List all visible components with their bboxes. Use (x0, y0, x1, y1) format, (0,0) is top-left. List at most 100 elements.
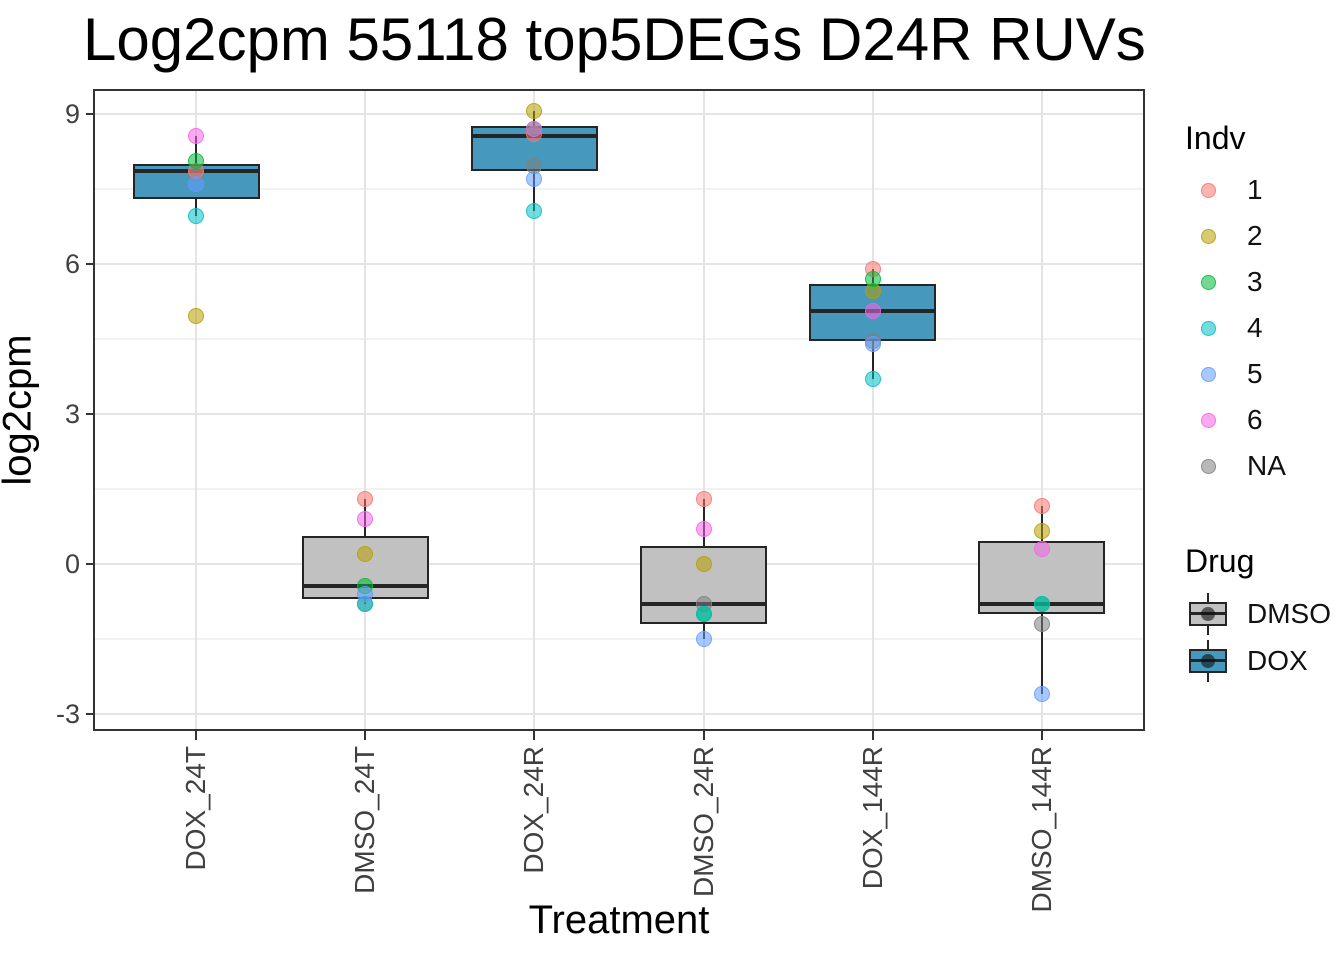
legend-item-label: DMSO (1247, 597, 1331, 629)
y-tick-mark (86, 412, 95, 415)
y-tick-mark (86, 262, 95, 265)
data-point-indv-3 (864, 270, 881, 287)
legend-drug-item-DMSO: DMSO (1185, 590, 1331, 637)
legend-key (1185, 638, 1231, 684)
legend-indv-items: 1 2 3 4 5 6 NA (1185, 167, 1286, 489)
data-point-indv-4 (695, 605, 712, 622)
data-point-indv-1 (357, 490, 374, 507)
x-tick-label-DMSO_24R: DMSO_24R (687, 746, 719, 897)
data-point-indv-2 (188, 308, 205, 325)
y-tick-label: -3 (55, 698, 80, 729)
gridline-minor-h (95, 488, 1143, 490)
gridline-major-h (95, 112, 1143, 115)
y-tick-label: 3 (64, 398, 80, 429)
y-axis-title: log2cpm (0, 334, 40, 486)
gridline-major-h (95, 412, 1143, 415)
legend-point-icon (1200, 320, 1216, 336)
gridline-minor-h (95, 638, 1143, 640)
legend-point-icon (1200, 274, 1216, 290)
gridline-minor-h (95, 338, 1143, 340)
legend-item-label: 6 (1247, 404, 1263, 435)
legend-drug-item-DOX: DOX (1185, 637, 1331, 684)
data-point-indv-6 (695, 520, 712, 537)
legend-item-label: DOX (1247, 644, 1308, 676)
gridline-major-v (364, 91, 367, 729)
legend-boxplot-point (1201, 653, 1215, 668)
x-tick-label-DMSO_24T: DMSO_24T (349, 746, 381, 894)
data-point-indv-5 (357, 585, 374, 602)
legend-indv: Indv 1 2 3 4 5 6 NA (1185, 120, 1286, 489)
x-tick-mark (1040, 731, 1043, 740)
legend-boxplot-icon (1187, 592, 1229, 635)
plot-panel (93, 89, 1145, 731)
legend-point-icon (1200, 366, 1216, 382)
data-point-indv-6 (188, 128, 205, 145)
legend-point-icon (1200, 182, 1216, 198)
legend-indv-item-4: 4 (1185, 305, 1286, 351)
legend-key (1185, 213, 1231, 259)
x-tick-label-DOX_24T: DOX_24T (180, 746, 212, 871)
data-point-indv-4 (188, 208, 205, 225)
data-point-indv-6 (864, 303, 881, 320)
legend-drug-items: DMSO DOX (1185, 590, 1331, 684)
data-point-indv-2 (1033, 523, 1050, 540)
legend-item-label: 4 (1247, 312, 1263, 343)
y-tick-mark (86, 712, 95, 715)
legend-boxplot-icon (1187, 639, 1229, 682)
legend-boxplot-point (1201, 606, 1215, 621)
gridline-minor-h (95, 188, 1143, 190)
legend-point-icon (1200, 412, 1216, 428)
data-point-indv-5 (188, 175, 205, 192)
data-point-indv-NA (1033, 615, 1050, 632)
y-tick-label: 6 (64, 248, 80, 279)
x-tick-label-DOX_144R: DOX_144R (856, 746, 888, 890)
gridline-major-h (95, 262, 1143, 265)
gridline-major-v (1040, 91, 1043, 729)
x-tick-label-DOX_24R: DOX_24R (518, 746, 550, 874)
y-tick-label: 0 (64, 548, 80, 579)
x-tick-mark (871, 731, 874, 740)
legend-item-label: 1 (1247, 174, 1263, 205)
x-tick-mark (702, 731, 705, 740)
data-point-indv-2 (357, 545, 374, 562)
gridline-major-v (702, 91, 705, 729)
gridline-major-v (871, 91, 874, 729)
legend-key (1185, 305, 1231, 351)
legend-key (1185, 591, 1231, 637)
y-tick-mark (86, 112, 95, 115)
gridline-major-h (95, 562, 1143, 565)
x-tick-label-DMSO_144R: DMSO_144R (1025, 746, 1057, 913)
legend-item-label: 3 (1247, 266, 1263, 297)
legend-item-label: NA (1247, 450, 1286, 481)
legend-point-icon (1200, 228, 1216, 244)
data-point-indv-4 (1033, 595, 1050, 612)
gridline-major-v (533, 91, 536, 729)
data-point-indv-5 (695, 630, 712, 647)
legend-item-label: 2 (1247, 220, 1263, 251)
data-point-indv-6 (357, 510, 374, 527)
data-point-indv-5 (864, 335, 881, 352)
legend-indv-item-6: 6 (1185, 397, 1286, 443)
chart-title: Log2cpm 55118 top5DEGs D24R RUVs (83, 6, 1146, 73)
legend-point-icon (1200, 458, 1216, 474)
data-point-indv-6 (526, 120, 543, 137)
legend-key (1185, 397, 1231, 443)
legend-drug-title: Drug (1185, 543, 1255, 579)
legend-indv-item-NA: NA (1185, 443, 1286, 489)
y-tick-label: 9 (64, 98, 80, 129)
x-tick-mark (533, 731, 536, 740)
data-point-indv-1 (1033, 498, 1050, 515)
data-point-indv-4 (864, 370, 881, 387)
data-point-indv-1 (695, 490, 712, 507)
legend-key (1185, 259, 1231, 305)
y-tick-mark (86, 562, 95, 565)
legend-item-label: 5 (1247, 358, 1263, 389)
legend-drug: Drug DMSO DOX (1185, 543, 1331, 684)
gridline-major-v (195, 91, 198, 729)
legend-indv-item-1: 1 (1185, 167, 1286, 213)
x-axis-title: Treatment (528, 898, 710, 942)
legend-indv-item-2: 2 (1185, 213, 1286, 259)
data-point-indv-4 (526, 203, 543, 220)
data-point-indv-3 (188, 153, 205, 170)
